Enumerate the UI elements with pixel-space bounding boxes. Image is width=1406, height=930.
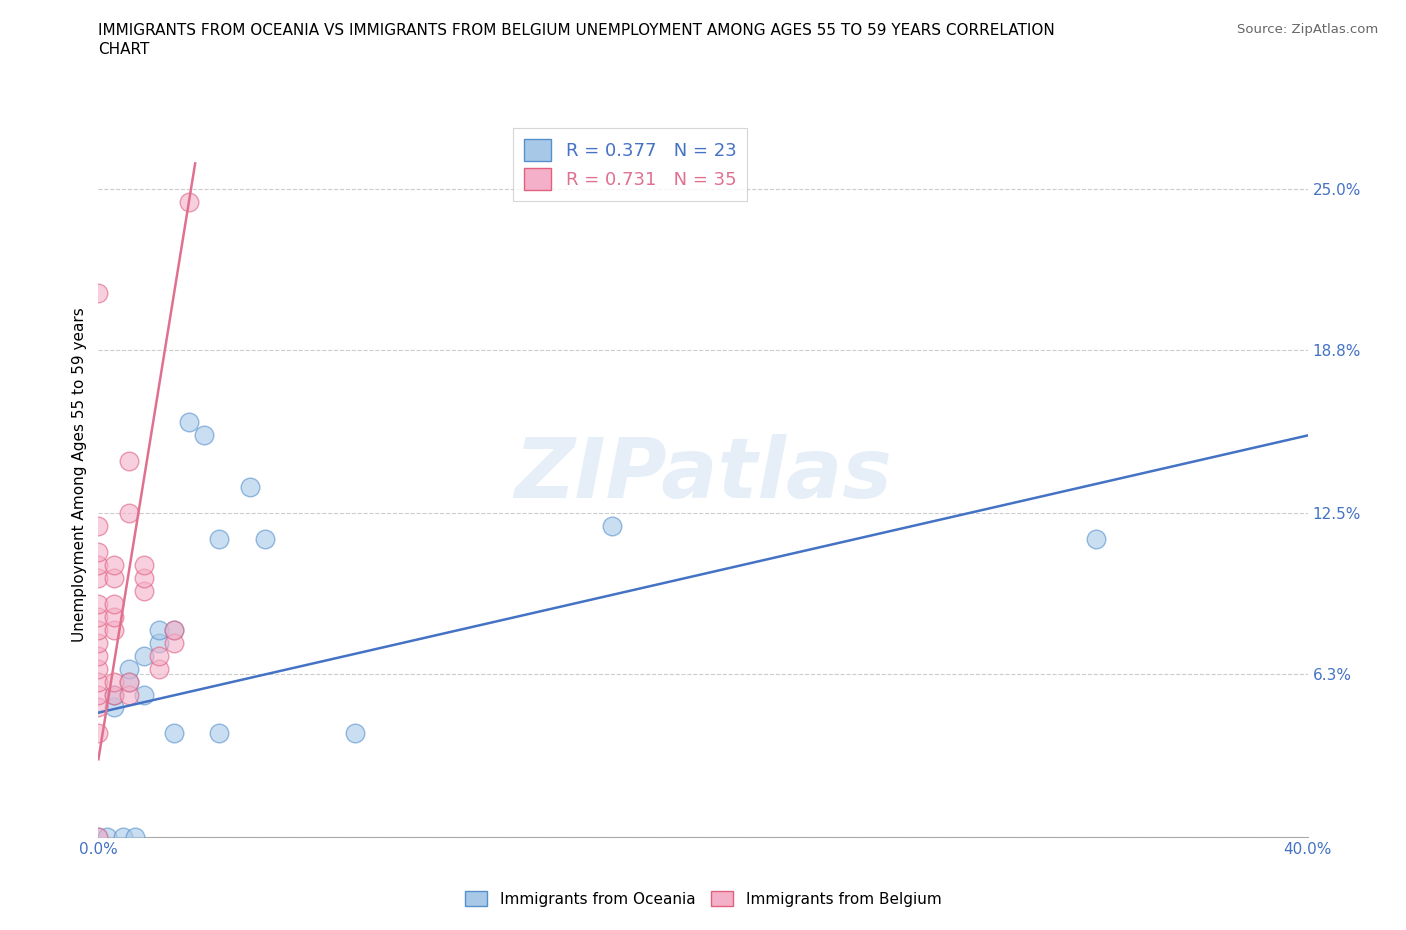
Point: [132, 570, 155, 585]
Point: [118, 674, 141, 689]
Point: [239, 480, 262, 495]
Point: [87, 700, 110, 715]
Point: [103, 570, 125, 585]
Point: [208, 726, 231, 741]
Text: IMMIGRANTS FROM OCEANIA VS IMMIGRANTS FROM BELGIUM UNEMPLOYMENT AMONG AGES 55 TO: IMMIGRANTS FROM OCEANIA VS IMMIGRANTS FR…: [98, 23, 1054, 38]
Point: [87, 570, 110, 585]
Point: [87, 687, 110, 702]
Point: [103, 558, 125, 573]
Point: [177, 415, 201, 430]
Point: [103, 700, 125, 715]
Point: [87, 558, 110, 573]
Legend: Immigrants from Oceania, Immigrants from Belgium: Immigrants from Oceania, Immigrants from…: [458, 884, 948, 912]
Point: [87, 830, 110, 844]
Point: [87, 635, 110, 650]
Point: [87, 545, 110, 560]
Point: [148, 622, 170, 637]
Point: [103, 609, 125, 624]
Text: CHART: CHART: [98, 42, 150, 57]
Point: [103, 687, 125, 702]
Point: [132, 583, 155, 598]
Point: [87, 609, 110, 624]
Point: [163, 622, 186, 637]
Point: [132, 687, 155, 702]
Point: [118, 687, 141, 702]
Point: [124, 830, 146, 844]
Text: ZIPatlas: ZIPatlas: [515, 433, 891, 515]
Point: [148, 661, 170, 676]
Point: [87, 286, 110, 300]
Point: [96, 830, 118, 844]
Point: [87, 648, 110, 663]
Point: [148, 635, 170, 650]
Y-axis label: Unemployment Among Ages 55 to 59 years: Unemployment Among Ages 55 to 59 years: [72, 307, 87, 642]
Point: [103, 596, 125, 611]
Point: [103, 622, 125, 637]
Point: [118, 454, 141, 469]
Point: [132, 558, 155, 573]
Point: [87, 519, 110, 534]
Point: [87, 726, 110, 741]
Point: [118, 661, 141, 676]
Point: [163, 726, 186, 741]
Point: [87, 596, 110, 611]
Point: [163, 622, 186, 637]
Point: [163, 635, 186, 650]
Point: [103, 687, 125, 702]
Point: [148, 648, 170, 663]
Point: [87, 622, 110, 637]
Point: [602, 519, 624, 534]
Point: [193, 428, 215, 443]
Text: Source: ZipAtlas.com: Source: ZipAtlas.com: [1237, 23, 1378, 36]
Point: [87, 661, 110, 676]
Point: [253, 532, 276, 547]
Point: [87, 674, 110, 689]
Point: [103, 674, 125, 689]
Point: [118, 674, 141, 689]
Point: [1085, 532, 1108, 547]
Point: [87, 830, 110, 844]
Point: [208, 532, 231, 547]
Point: [344, 726, 367, 741]
Point: [132, 648, 155, 663]
Point: [111, 830, 134, 844]
Point: [177, 195, 201, 210]
Point: [118, 506, 141, 521]
